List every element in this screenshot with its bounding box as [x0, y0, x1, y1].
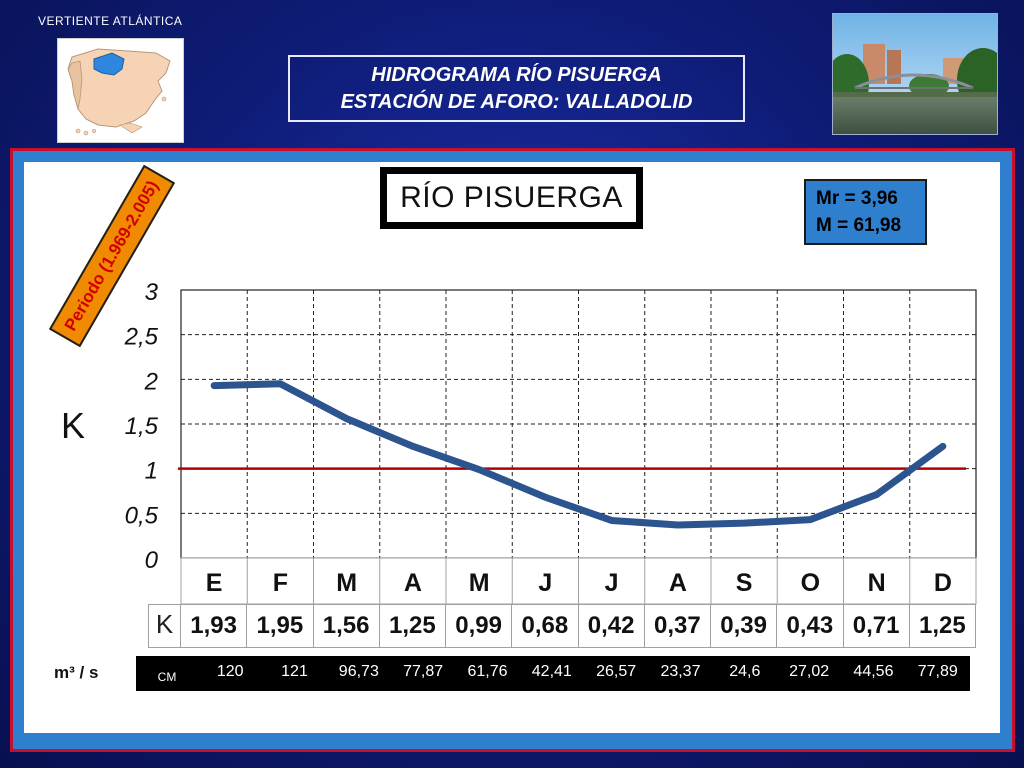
cm-table-cells: 120 121 96,73 77,87 61,76 42,41 26,57 23,37 24,6… [198, 663, 970, 685]
flow-value-cell: 27,02 [789, 662, 830, 680]
k-value-cell: 1,93 [181, 605, 248, 647]
x-tick-label: A [669, 569, 687, 597]
region-label: VERTIENTE ATLÁNTICA [38, 14, 183, 28]
k-value-cell: 0,42 [579, 605, 645, 647]
k-table-head: K [149, 605, 181, 647]
k-value-cell: 0,43 [777, 605, 844, 647]
iberia-map-icon [67, 48, 171, 136]
stats-box: Mr = 3,96 M = 61,98 [804, 179, 927, 245]
data-point [213, 385, 215, 387]
data-point [346, 418, 348, 420]
k-value-cell: 1,56 [314, 605, 380, 647]
x-tick-label: A [404, 569, 422, 597]
river-photo [832, 13, 998, 135]
y-tick-label: 0 [145, 547, 159, 574]
flow-value-cell: 42,41 [531, 662, 572, 680]
data-point [279, 383, 281, 385]
unit-label: m³ / s [54, 663, 99, 682]
x-tick-label: M [469, 569, 490, 597]
flow-value-cell: 26,57 [596, 662, 637, 680]
river-bridge-image [833, 14, 997, 134]
data-point [412, 445, 414, 447]
cm-table-head: CM [157, 669, 177, 684]
x-tick-label: J [605, 569, 619, 597]
x-tick-label: J [538, 569, 552, 597]
river-name-label: RÍO PISUERGA [380, 167, 643, 229]
flow-value-cell: 120 [216, 662, 244, 680]
flow-value-cell: 23,37 [660, 662, 701, 680]
flow-value-cell: 96,73 [338, 662, 379, 680]
data-point [743, 522, 745, 524]
k-value-cell: 1,95 [247, 605, 314, 647]
page-title: HIDROGRAMA RÍO PISUERGA [371, 63, 662, 86]
data-point [478, 469, 480, 471]
iberia-map-thumbnail [57, 38, 184, 143]
x-tick-label: S [736, 569, 753, 597]
y-tick-label: 0,5 [125, 502, 159, 529]
series-line-k [210, 380, 947, 529]
k-value-cell: 0,99 [446, 605, 513, 647]
x-tick-label: M [336, 569, 357, 597]
y-tick-label: 1,5 [125, 413, 159, 440]
y-tick-label: 1 [145, 458, 158, 485]
k-value-cell: 0,71 [844, 605, 910, 647]
flow-value-cell: 77,89 [917, 662, 958, 680]
k-value-cell: 0,37 [645, 605, 711, 647]
k-values-table: K 1,93 1,95 1,56 1,25 0,99 0,68 0,42 0,37 0,39 0,… [148, 604, 976, 648]
flow-value-cell: 121 [281, 662, 308, 680]
data-point [544, 496, 546, 498]
x-tick-label: N [868, 569, 886, 597]
x-tick-label: D [934, 569, 952, 597]
x-tick-label: F [273, 569, 288, 597]
y-tick-label: 2 [144, 368, 158, 395]
data-point [677, 524, 679, 526]
data-point [611, 519, 613, 521]
page-subtitle: ESTACIÓN DE AFORO: VALLADOLID [340, 90, 693, 113]
data-point [876, 494, 878, 496]
flow-values-table: CM 120 121 96,73 77,87 61,76 42,41 26,57 23,37 2… [136, 656, 970, 691]
y-tick-label: 2,5 [124, 324, 159, 351]
flow-value-cell: 61,76 [467, 662, 508, 680]
page-title-box: HIDROGRAMA RÍO PISUERGA ESTACIÓN DE AFOR… [288, 55, 745, 122]
y-axis-label: K [61, 405, 86, 446]
x-tick-label: E [206, 569, 223, 597]
stats-m: M = 61,98 [816, 215, 902, 236]
k-value-cell: 0,39 [711, 605, 778, 647]
data-point [942, 445, 944, 447]
flow-value-cell: 24,6 [729, 662, 761, 680]
k-value-cell: 1,25 [380, 605, 446, 647]
x-tick-label: O [801, 569, 820, 597]
k-value-cell: 0,68 [512, 605, 579, 647]
y-tick-label: 3 [145, 279, 159, 306]
flow-value-cell: 77,87 [403, 662, 444, 680]
k-value-cell: 1,25 [919, 612, 966, 639]
k-table-cells: 1,93 1,95 1,56 1,25 0,99 0,68 0,42 0,37 0,39 0,43… [181, 605, 975, 647]
data-point [809, 519, 811, 521]
flow-value-cell: 44,56 [853, 662, 894, 680]
stats-mr: Mr = 3,96 [816, 188, 898, 209]
